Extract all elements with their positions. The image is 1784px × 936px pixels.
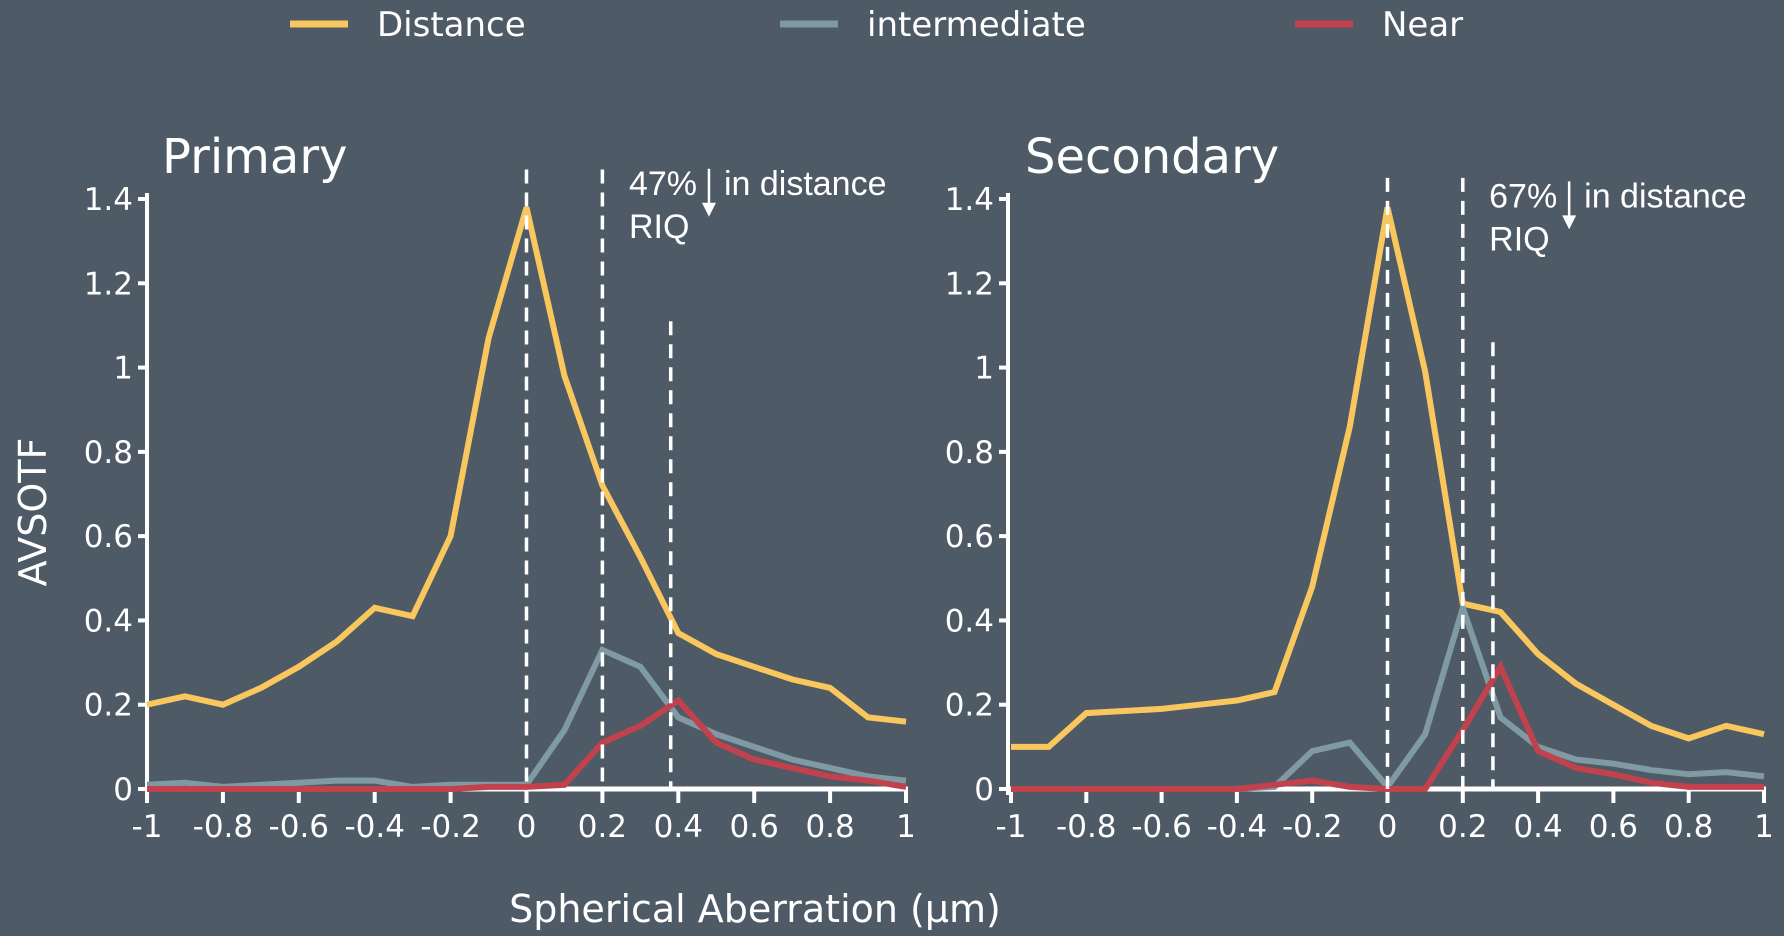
y-tick-label: 0.6 — [84, 519, 133, 555]
y-tick-label: 0.6 — [945, 519, 994, 555]
x-tick-label: 0.4 — [654, 809, 703, 845]
annotation-riq: RIQ — [629, 208, 689, 246]
y-tick-label: 0 — [974, 772, 994, 808]
x-tick-label: 0.4 — [1513, 809, 1562, 845]
y-tick-label: 0.4 — [84, 603, 133, 639]
legend: Distance intermediate Near — [290, 5, 1463, 45]
y-tick-label: 0.8 — [84, 435, 133, 471]
panel-title: Primary — [162, 129, 347, 185]
down-arrow-head-icon — [702, 203, 716, 217]
x-tick-label: 0 — [1378, 809, 1398, 845]
legend-label-1: intermediate — [867, 5, 1086, 45]
y-axis-title: AVSOTF — [11, 438, 55, 587]
x-tick-label: -1 — [132, 809, 163, 845]
x-tick-label: -0.6 — [1131, 809, 1192, 845]
y-tick-label: 0.2 — [84, 688, 133, 724]
y-tick-label: 1.4 — [945, 182, 994, 218]
annotation-percent: 67% — [1489, 177, 1557, 215]
x-tick-label: 0.2 — [578, 809, 627, 845]
x-axis-title: Spherical Aberration (μm) — [509, 887, 1001, 931]
y-tick-label: 1.4 — [84, 182, 133, 218]
x-tick-label: -1 — [996, 809, 1027, 845]
y-tick-label: 0.8 — [945, 435, 994, 471]
x-tick-label: -0.2 — [420, 809, 481, 845]
y-tick-label: 1.2 — [84, 266, 133, 302]
x-tick-label: 0.2 — [1438, 809, 1487, 845]
panel-title: Secondary — [1025, 129, 1279, 185]
x-tick-label: 0.6 — [730, 809, 779, 845]
x-tick-label: -0.8 — [1056, 809, 1117, 845]
x-tick-label: 1 — [1754, 809, 1774, 845]
y-tick-label: 0.2 — [945, 688, 994, 724]
y-tick-label: 1 — [974, 351, 994, 387]
x-tick-label: 0.8 — [1664, 809, 1713, 845]
y-tick-label: 1.2 — [945, 266, 994, 302]
legend-label-2: Near — [1382, 5, 1463, 45]
x-tick-label: 0 — [517, 809, 537, 845]
x-tick-label: -0.2 — [1282, 809, 1343, 845]
x-tick-label: -0.4 — [1207, 809, 1268, 845]
panel-primary: Primary 0 0.2 0.4 0.6 0.8 1 1.2 1.4 -1 -0.8 -0.6 -0.… — [84, 129, 916, 845]
x-tick-label: -0.8 — [193, 809, 254, 845]
legend-label-0: Distance — [377, 5, 526, 45]
x-tick-label: 0.8 — [805, 809, 854, 845]
annotation-text: in distance — [724, 165, 887, 203]
x-tick-label: -0.6 — [269, 809, 330, 845]
annotation-text: in distance — [1584, 177, 1747, 215]
y-tick-label: 1 — [113, 351, 133, 387]
down-arrow-head-icon — [1562, 215, 1576, 229]
x-tick-label: 1 — [896, 809, 916, 845]
y-tick-label: 0 — [113, 772, 133, 808]
annotation-percent: 47% — [629, 165, 697, 203]
annotation-riq: RIQ — [1489, 220, 1549, 258]
y-tick-label: 0.4 — [945, 603, 994, 639]
x-tick-label: 0.6 — [1589, 809, 1638, 845]
x-tick-label: -0.4 — [344, 809, 405, 845]
